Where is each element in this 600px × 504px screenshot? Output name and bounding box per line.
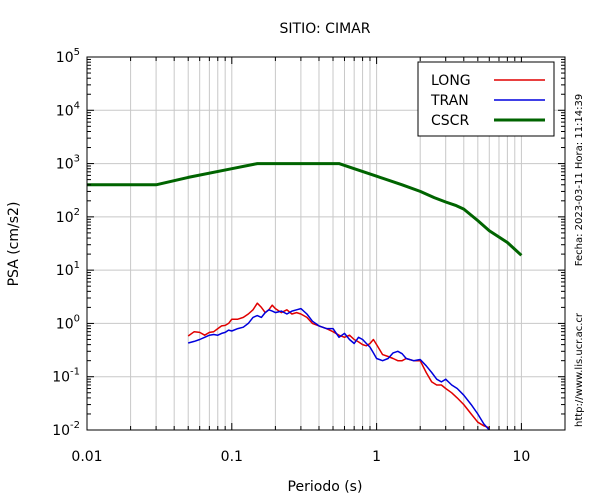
- series-long-line: [187, 302, 490, 429]
- series-cscr-line: [87, 162, 523, 257]
- date-time-note: Fecha: 2023-03-11 Hora: 11:14:39: [574, 94, 585, 267]
- y-tick-label: 105: [56, 47, 80, 66]
- x-tick-label: 0.1: [221, 449, 243, 465]
- y-tick-label: 101: [56, 260, 80, 279]
- x-axis-label: Periodo (s): [288, 479, 363, 495]
- series-layer: [87, 162, 523, 431]
- x-axis: 0.01 0.1 1 10: [71, 57, 566, 465]
- source-url-note: http://www.lis.ucr.ac.cr: [574, 312, 585, 427]
- x-tick-label: 0.01: [71, 449, 102, 465]
- legend: LONG TRAN CSCR: [417, 61, 555, 137]
- grid: [86, 56, 566, 431]
- x-tick-label: 1: [372, 449, 381, 465]
- chart-title: SITIO: CIMAR: [280, 21, 371, 37]
- y-tick-label: 100: [56, 313, 80, 332]
- legend-label-long: LONG: [431, 73, 471, 89]
- y-tick-label: 10-2: [52, 420, 80, 439]
- legend-label-tran: TRAN: [430, 93, 469, 109]
- y-tick-label: 102: [56, 207, 80, 226]
- y-axis: 10-2 10-1 100 101 102 103 104 105: [52, 47, 565, 439]
- legend-box: [417, 61, 555, 137]
- y-tick-label: 103: [56, 154, 80, 173]
- y-tick-label: 104: [56, 100, 80, 119]
- x-tick-label: 10: [512, 449, 530, 465]
- y-tick-label: 10-1: [52, 367, 80, 386]
- y-axis-label: PSA (cm/s2): [6, 202, 22, 287]
- legend-label-cscr: CSCR: [431, 113, 469, 129]
- series-tran-line: [188, 307, 490, 431]
- plot-frame: [86, 56, 566, 431]
